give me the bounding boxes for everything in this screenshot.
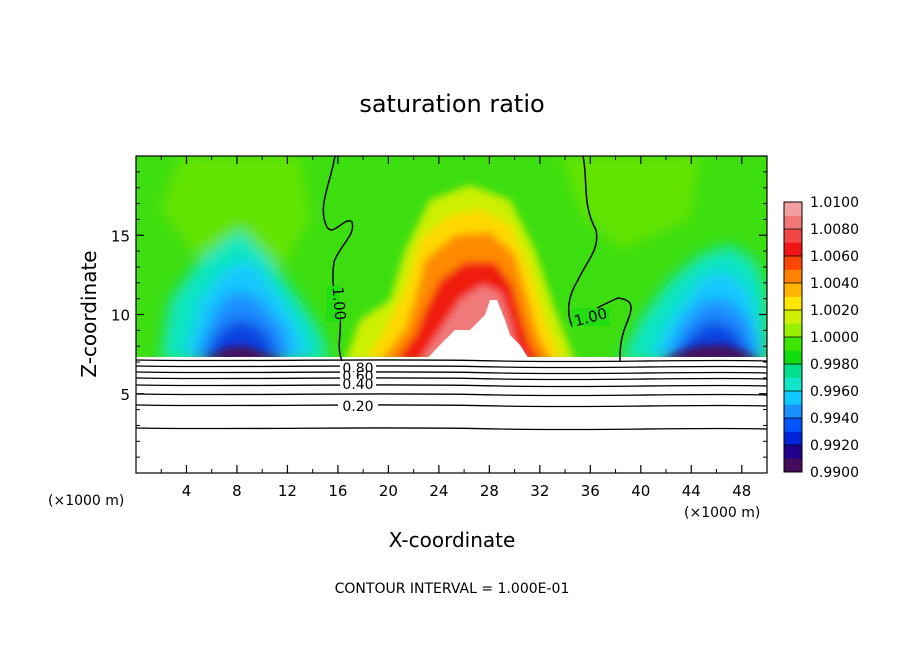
contour-1-00-left [322, 156, 354, 362]
colorbar-swatch [784, 202, 802, 216]
x-tick-label: 12 [278, 482, 297, 500]
x-tick-label: 16 [328, 482, 347, 500]
colorbar-label: 1.0040 [810, 276, 859, 292]
y-axis-label: Z-coordinate [77, 250, 101, 377]
y-tick-label: 10 [111, 307, 130, 325]
colorbar-label: 0.9980 [810, 357, 859, 373]
colorbar-label: 0.9920 [810, 438, 859, 454]
colorbar-swatch [784, 458, 802, 473]
x-tick-label: 36 [581, 482, 600, 500]
chart-title: saturation ratio [359, 90, 544, 118]
colorbar-label: 1.0000 [810, 330, 859, 346]
lower-contour-lines [136, 359, 767, 431]
colorbar-label: 0.9940 [810, 411, 859, 427]
colorbar-swatch [784, 350, 802, 365]
colorbar-swatch [784, 323, 802, 338]
plot-area [136, 156, 767, 473]
contour-label: 1.00 [329, 286, 350, 321]
x-tick-label: 8 [232, 482, 242, 500]
colorbar-swatch [784, 431, 802, 446]
x-tick-label: 32 [530, 482, 549, 500]
colorbar-swatch [784, 337, 802, 351]
y-tick-label: 15 [111, 227, 130, 245]
x-unit-right: (×1000 m) [684, 505, 760, 521]
colorbar-label: 1.0020 [810, 303, 859, 319]
colorbar-swatch [784, 283, 802, 297]
x-tick-label: 48 [732, 482, 751, 500]
x-unit-left: (×1000 m) [48, 493, 124, 509]
colorbar-label: 0.9960 [810, 384, 859, 400]
colorbar: 1.0100 1.0080 1.0060 1.0040 1.0020 1.0000 0.99… [783, 195, 859, 481]
colorbar-swatch [784, 364, 802, 378]
y-tick-label: 5 [120, 386, 130, 404]
colorbar-swatch [784, 215, 802, 230]
x-tick-label: 28 [480, 482, 499, 500]
field-light-green-band [160, 156, 310, 270]
colorbar-swatch [784, 296, 802, 311]
colorbar-swatch [784, 310, 802, 324]
colorbar-swatch [784, 269, 802, 284]
field-lower-region [136, 357, 767, 473]
colorbar-swatch [784, 404, 802, 419]
colorbar-swatch [784, 391, 802, 405]
field-cloud-patch [425, 300, 530, 361]
colorbar-swatch [784, 377, 802, 392]
contour-1-00-right [567, 156, 632, 362]
colorbar-swatch [784, 242, 802, 257]
x-axis: 4 8 12 16 20 24 28 32 36 40 44 48 [160, 156, 751, 500]
contour-interval-note: CONTOUR INTERVAL = 1.000E-01 [335, 581, 570, 597]
y-axis: 5 10 15 [111, 171, 767, 458]
x-tick-label: 4 [182, 482, 192, 500]
contour-labels: 1.00 1.00 0.80 0.60 0.40 0.20 [326, 286, 610, 415]
contour-label: 0.40 [342, 377, 373, 393]
contour-label: 0.20 [342, 399, 373, 415]
colorbar-label: 0.9900 [810, 465, 859, 481]
colorbar-label: 1.0080 [810, 222, 859, 238]
x-tick-label: 20 [379, 482, 398, 500]
colorbar-label: 1.0100 [810, 195, 859, 211]
colorbar-swatch [784, 418, 802, 432]
colorbar-swatch [784, 445, 802, 459]
colorbar-label: 1.0060 [810, 249, 859, 265]
x-axis-label: X-coordinate [389, 528, 516, 552]
colorbar-swatch [784, 256, 802, 270]
colorbar-swatch [784, 229, 802, 243]
x-tick-label: 44 [682, 482, 701, 500]
x-tick-label: 24 [429, 482, 448, 500]
x-tick-label: 40 [631, 482, 650, 500]
